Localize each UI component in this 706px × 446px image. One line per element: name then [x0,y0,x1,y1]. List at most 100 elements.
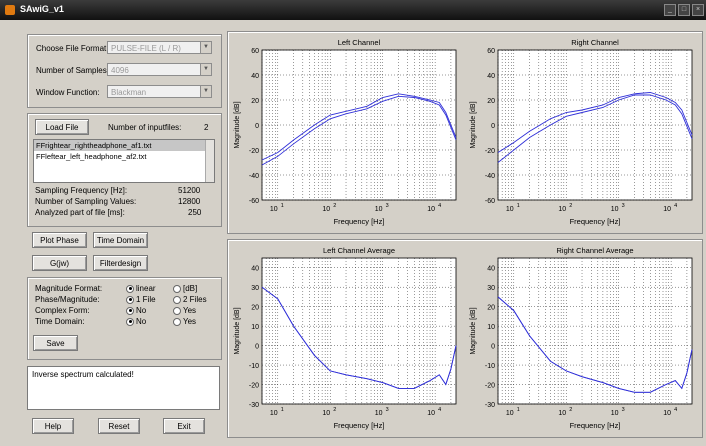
y-tick-label: 40 [487,73,495,80]
y-tick-label: 40 [251,266,259,273]
complex-yes-radio[interactable]: Yes [173,306,196,315]
radio-label: Yes [183,306,197,315]
radio-icon [173,295,181,304]
close-button[interactable]: × [692,4,704,16]
file-format-dropdown[interactable]: PULSE-FILE (L / R) ▼ [107,41,212,54]
g-omega-button[interactable]: G(jw) [32,255,87,271]
filterdesign-button[interactable]: Filterdesign [93,255,148,271]
series-line-1 [497,92,693,153]
phase-2files-radio[interactable]: 2 Files [173,295,207,304]
series-line-2 [261,95,457,166]
minimize-button[interactable]: _ [664,4,676,16]
window-function-dropdown[interactable]: Blackman ▼ [107,85,212,98]
y-tick-label: 20 [251,305,259,312]
x-tick-label: 10 [375,410,383,417]
inputfiles-label: Number of inputfiles: [108,123,182,132]
sampling-frequency-label: Sampling Frequency [Hz]: [35,186,128,195]
matlab-icon [5,5,15,15]
y-axis-label: Magnitude [dB] [234,101,241,148]
x-tick-exponent: 4 [674,407,677,413]
help-button[interactable]: Help [32,418,74,434]
x-tick-exponent: 2 [333,407,336,413]
x-tick-label: 10 [427,410,435,417]
y-tick-label: 20 [251,98,259,105]
time-domain-button[interactable]: Time Domain [93,232,148,248]
analyzed-part-label: Analyzed part of file [ms]: [35,208,125,217]
y-tick-label: 20 [487,305,495,312]
status-message: Inverse spectrum calculated! [27,366,220,410]
x-tick-exponent: 1 [281,407,284,413]
exit-button[interactable]: Exit [163,418,205,434]
y-tick-label: -10 [249,363,259,370]
series-line-2 [497,94,693,163]
samples-label: Number of Samples: [36,66,109,75]
x-tick-exponent: 3 [622,203,625,209]
x-tick-exponent: 4 [438,203,441,209]
x-tick-label: 10 [270,410,278,417]
y-tick-label: -40 [249,173,259,180]
chart-title: Right Channel [571,38,619,47]
x-tick-label: 10 [558,206,566,213]
radio-selected-icon [126,317,134,326]
samples-dropdown[interactable]: 4096 ▼ [107,63,212,76]
x-tick-label: 10 [270,206,278,213]
x-tick-label: 10 [663,410,671,417]
x-tick-label: 10 [506,206,514,213]
y-tick-label: -20 [485,383,495,390]
radio-icon [173,317,181,326]
x-tick-exponent: 2 [333,203,336,209]
list-scrollbar[interactable] [205,140,214,182]
phase-magnitude-label: Phase/Magnitude: [35,295,100,304]
x-tick-exponent: 3 [386,407,389,413]
y-tick-label: 10 [487,324,495,331]
maximize-button[interactable]: □ [678,4,690,16]
chart-title: Left Channel Average [323,246,395,255]
samples-value: 4096 [111,66,129,75]
list-item[interactable]: FFleftear_left_headphone_af2.txt [36,152,147,161]
magnitude-linear-radio[interactable]: linear [126,284,156,293]
radio-label: linear [136,284,156,293]
magnitude-format-label: Magnitude Format: [35,284,103,293]
load-file-button[interactable]: Load File [35,119,89,135]
chart-title: Left Channel [338,38,381,47]
radio-label: Yes [183,317,197,326]
radio-label: 1 File [136,295,156,304]
settings-panel: Choose File Format: PULSE-FILE (L / R) ▼… [27,34,222,108]
window-function-value: Blackman [111,88,147,97]
x-tick-label: 10 [322,410,330,417]
x-tick-label: 10 [322,206,330,213]
chevron-down-icon: ▼ [200,86,211,97]
y-tick-label: -20 [249,148,259,155]
reset-button[interactable]: Reset [98,418,140,434]
plot-phase-button[interactable]: Plot Phase [32,232,87,248]
x-axis-label: Frequency [Hz] [570,421,621,430]
time-no-radio[interactable]: No [126,317,146,326]
complex-no-radio[interactable]: No [126,306,146,315]
y-tick-label: 60 [487,48,495,55]
x-tick-exponent: 3 [622,407,625,413]
radio-label: [dB] [183,284,198,293]
sampling-frequency-value: 51200 [178,186,201,195]
y-axis-label: Magnitude [dB] [470,307,477,354]
time-domain-label: Time Domain: [35,317,85,326]
radio-label: No [136,317,147,326]
y-tick-label: 0 [491,344,495,351]
time-yes-radio[interactable]: Yes [173,317,196,326]
x-axis-label: Frequency [Hz] [334,217,385,226]
phase-1file-radio[interactable]: 1 File [126,295,156,304]
window-function-label: Window Function: [36,88,100,97]
list-item[interactable]: FFrightear_rightheadphone_af1.txt [34,140,214,151]
x-tick-exponent: 4 [674,203,677,209]
complex-form-label: Complex Form: [35,306,90,315]
magnitude-db-radio[interactable]: [dB] [173,284,197,293]
file-list[interactable]: FFrightear_rightheadphone_af1.txt FFleft… [33,139,215,183]
file-panel: Load File Number of inputfiles: 2 FFrigh… [27,113,222,227]
y-tick-label: 0 [255,123,259,130]
save-button[interactable]: Save [33,335,78,351]
chevron-down-icon: ▼ [200,42,211,53]
x-axis-label: Frequency [Hz] [334,421,385,430]
series-line-2 [261,286,457,389]
